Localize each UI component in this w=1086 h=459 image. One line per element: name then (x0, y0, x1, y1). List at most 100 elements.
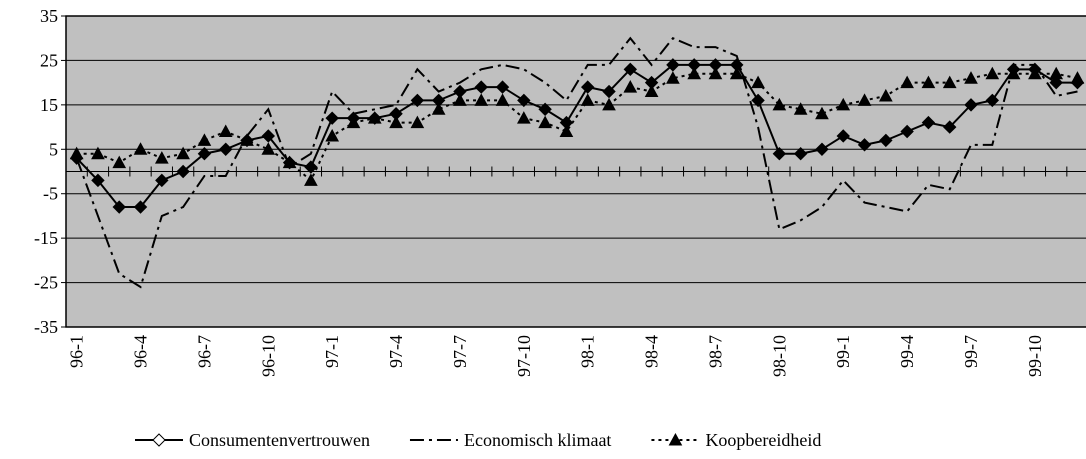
data-point (666, 71, 680, 84)
data-point (1006, 66, 1021, 80)
data-point (197, 147, 212, 161)
data-point (1070, 71, 1085, 84)
data-point (1049, 66, 1064, 80)
legend-item: Economisch klimaat (409, 430, 611, 450)
data-point (985, 66, 1000, 80)
data-point (410, 115, 425, 129)
x-tick-label: 98-1 (578, 335, 598, 368)
legend-label: Economisch klimaat (464, 430, 611, 450)
data-point (453, 93, 467, 106)
data-point (133, 142, 148, 155)
legend-marker (152, 433, 166, 447)
x-tick-label: 97-1 (322, 335, 342, 368)
data-point (900, 75, 914, 89)
data-point (964, 71, 978, 84)
x-tick-label: 97-7 (450, 335, 470, 368)
series-line (76, 72, 1078, 182)
data-point (964, 98, 978, 112)
data-point (495, 93, 510, 106)
data-point (516, 111, 531, 124)
x-tick-label: 98-4 (642, 335, 662, 368)
x-tick-label: 97-10 (514, 335, 534, 377)
legend-label: Koopbereidheid (705, 430, 821, 450)
data-point (623, 62, 638, 77)
data-point (389, 115, 403, 129)
data-point (219, 142, 233, 156)
data-point (836, 97, 851, 111)
data-point (538, 115, 552, 129)
data-point (793, 102, 808, 115)
data-point (91, 146, 105, 160)
data-point (474, 80, 488, 94)
data-point (943, 120, 957, 134)
x-tick-label: 99-10 (1025, 335, 1045, 377)
x-tick-label: 96-1 (67, 335, 87, 368)
data-point (921, 115, 936, 130)
data-point (602, 84, 616, 99)
y-tick-label: -15 (34, 228, 58, 248)
data-point (772, 97, 787, 111)
data-point (176, 146, 190, 160)
data-point (921, 75, 936, 89)
y-tick-label: 35 (40, 6, 58, 26)
data-point (346, 115, 361, 129)
data-point (218, 124, 233, 138)
data-point (602, 97, 616, 111)
data-point (687, 66, 702, 80)
y-tick-label: -5 (43, 184, 58, 204)
data-point (261, 129, 276, 143)
data-point (112, 200, 126, 214)
data-point (154, 151, 169, 164)
data-point (857, 93, 872, 106)
y-tick-label: -25 (34, 273, 58, 293)
data-point (644, 84, 659, 98)
data-point (282, 155, 297, 169)
data-point (474, 93, 489, 106)
x-tick-label: 96-4 (131, 335, 151, 368)
data-point (580, 93, 595, 106)
data-point (793, 147, 808, 161)
x-tick-label: 99-4 (897, 335, 917, 368)
x-tick-label: 96-10 (258, 335, 278, 377)
data-point (69, 146, 84, 160)
data-point (985, 93, 1000, 108)
data-point (112, 155, 127, 169)
x-tick-label: 98-10 (769, 335, 789, 377)
legend-marker (668, 432, 683, 446)
data-point (261, 142, 276, 155)
data-point (431, 102, 446, 115)
data-point (666, 58, 680, 72)
data-point (517, 93, 531, 108)
data-point (751, 75, 765, 89)
data-point (751, 93, 765, 108)
y-tick-label: 25 (40, 50, 58, 70)
data-point (1049, 75, 1063, 90)
data-point (325, 128, 340, 142)
data-point (815, 142, 829, 156)
x-tick-label: 97-4 (386, 335, 406, 368)
data-point (879, 133, 893, 148)
y-tick-label: -35 (34, 317, 58, 337)
data-point (176, 164, 190, 179)
legend-item: Consumentenvertrouwen (135, 430, 370, 450)
data-point (708, 66, 723, 80)
data-point (410, 93, 425, 108)
data-point (1028, 66, 1042, 80)
y-tick-label: 15 (40, 95, 58, 115)
data-point (133, 200, 148, 214)
x-tick-label: 99-1 (833, 335, 853, 368)
legend-label: Consumentenvertrouwen (189, 430, 370, 450)
data-point (581, 80, 595, 94)
data-point (495, 80, 510, 94)
data-point (91, 173, 105, 188)
x-tick-label: 96-7 (194, 335, 214, 368)
x-tick-label: 99-7 (961, 335, 981, 368)
data-point (772, 147, 787, 161)
data-point (304, 173, 318, 186)
data-point (367, 111, 382, 124)
data-point (729, 66, 744, 80)
data-point (197, 133, 212, 146)
data-point (155, 173, 169, 188)
data-point (942, 75, 957, 89)
data-point (325, 111, 339, 125)
